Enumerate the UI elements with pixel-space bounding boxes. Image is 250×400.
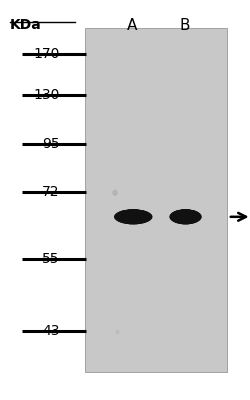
Text: 72: 72	[42, 185, 60, 199]
Text: 55: 55	[42, 252, 60, 266]
Ellipse shape	[171, 210, 199, 224]
Ellipse shape	[177, 211, 192, 223]
Ellipse shape	[124, 211, 141, 223]
Ellipse shape	[119, 210, 146, 224]
Ellipse shape	[174, 210, 195, 224]
Ellipse shape	[116, 210, 149, 224]
Ellipse shape	[122, 210, 143, 223]
Ellipse shape	[176, 210, 194, 223]
Ellipse shape	[115, 209, 151, 224]
Ellipse shape	[170, 209, 200, 224]
Ellipse shape	[115, 210, 150, 224]
Bar	[84, 28, 226, 372]
Text: 95: 95	[42, 137, 60, 151]
Ellipse shape	[118, 210, 148, 224]
Text: KDa: KDa	[10, 18, 42, 32]
Ellipse shape	[120, 210, 146, 224]
Ellipse shape	[173, 210, 197, 224]
Ellipse shape	[122, 210, 144, 223]
Ellipse shape	[176, 210, 194, 223]
Text: B: B	[178, 18, 189, 33]
Ellipse shape	[176, 210, 193, 223]
Ellipse shape	[174, 210, 196, 224]
Ellipse shape	[115, 330, 119, 334]
Ellipse shape	[171, 210, 198, 224]
Ellipse shape	[116, 210, 150, 224]
Text: 130: 130	[33, 88, 60, 102]
Text: 170: 170	[33, 47, 60, 61]
Ellipse shape	[124, 211, 142, 223]
Ellipse shape	[117, 210, 148, 224]
Text: A: A	[126, 18, 137, 33]
Ellipse shape	[169, 209, 200, 224]
Ellipse shape	[170, 210, 199, 224]
Ellipse shape	[169, 209, 201, 224]
Ellipse shape	[123, 210, 142, 223]
Ellipse shape	[121, 210, 144, 223]
Ellipse shape	[174, 210, 196, 224]
Ellipse shape	[178, 211, 192, 223]
Ellipse shape	[120, 210, 145, 224]
Ellipse shape	[114, 209, 152, 224]
Ellipse shape	[114, 209, 151, 224]
Ellipse shape	[172, 210, 198, 224]
Ellipse shape	[172, 210, 197, 224]
Text: 43: 43	[42, 324, 60, 338]
Ellipse shape	[112, 190, 117, 196]
Ellipse shape	[175, 210, 195, 223]
Ellipse shape	[118, 210, 147, 224]
